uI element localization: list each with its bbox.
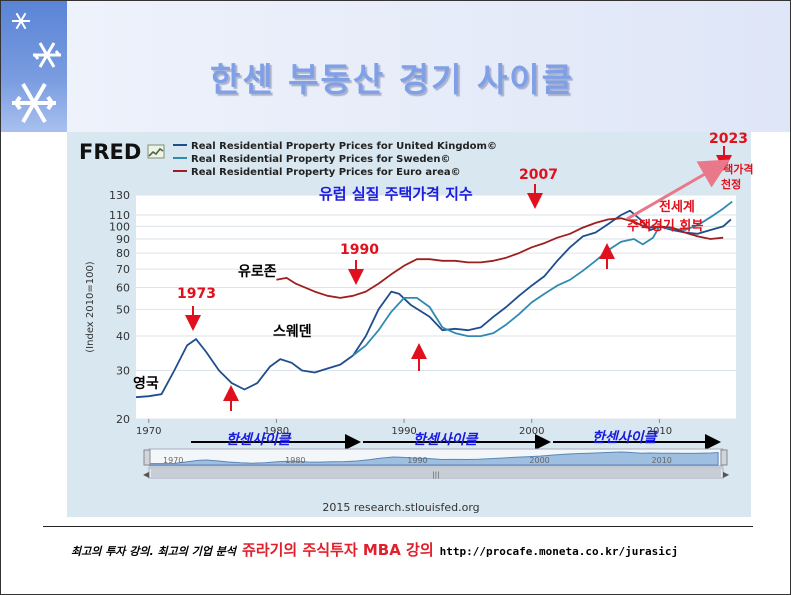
cycle-label-3: 한센사이클 (592, 430, 659, 446)
chart-source: 2015 research.stlouisfed.org (322, 501, 479, 514)
y-axis-label: (Index 2010=100) (85, 261, 96, 353)
slide-title: 한센 부동산 경기 사이클 (209, 60, 575, 99)
cycle-label-1: 한센사이클 (226, 432, 293, 448)
scrollbar-grip-icon: ||| (432, 471, 439, 479)
snowflake-icon (33, 42, 61, 68)
footer-brand: 쥬라기의 주식투자 MBA 강의 (242, 541, 434, 559)
navigator-tick-label: 1970 (163, 456, 183, 465)
x-tick-label: 1990 (391, 426, 416, 437)
footer-divider (43, 526, 753, 527)
footer-url[interactable]: http://procafe.moneta.co.kr/jurasicj (439, 545, 679, 558)
y-tick-label: 60 (116, 282, 130, 295)
annotation-2007: 2007 (519, 167, 558, 183)
legend: Real Residential Property Prices for Uni… (173, 141, 497, 178)
annotation-2023: 2023 (709, 131, 748, 147)
annotation-peak-2: 천정 (721, 177, 741, 191)
y-tick-label: 90 (116, 233, 130, 246)
snowflake-icon (12, 12, 30, 30)
x-tick-label: 2000 (519, 426, 544, 437)
navigator-scrollbar-thumb[interactable] (151, 469, 721, 477)
snowflake-icon (12, 82, 56, 124)
y-tick-label: 40 (116, 330, 130, 343)
title-band (67, 1, 790, 132)
navigator-right-handle[interactable] (720, 449, 728, 466)
series-line (276, 217, 724, 299)
x-tick-label: 1970 (136, 426, 161, 437)
navigator-tick-label: 1980 (285, 456, 305, 465)
legend-entry: Real Residential Property Prices for Swe… (191, 154, 450, 165)
arrow-trend-2023 (626, 159, 730, 221)
series-lines (135, 200, 733, 399)
series-line (352, 200, 733, 357)
y-tick-label: 30 (116, 364, 130, 377)
y-tick-label: 70 (116, 263, 130, 276)
grid (136, 194, 736, 420)
annotation-1990: 1990 (340, 242, 379, 258)
navigator-tick-label: 2010 (652, 456, 672, 465)
x-tick-label: 2010 (647, 426, 672, 437)
navigator-left-handle[interactable] (143, 449, 151, 466)
footer-tagline: 최고의 투자 강의. 최고의 기업 분석 (71, 545, 237, 558)
cycle-label-2: 한센사이클 (413, 432, 480, 448)
y-tick-label: 80 (116, 247, 130, 260)
series-line (135, 209, 732, 399)
snowflake-panel (1, 1, 67, 132)
x-tick-label: 1980 (264, 426, 289, 437)
navigator-ticks: 1970 1980 1990 2000 2010 (163, 456, 672, 465)
annotation-subtitle: 유럽 실질 주택가격 지수 (319, 185, 473, 203)
annotation-recovery-1: 전세계 (659, 199, 695, 215)
navigator-tick-label: 1990 (407, 456, 427, 465)
footer: 최고의 투자 강의. 최고의 기업 분석 쥬라기의 주식투자 MBA 강의 http… (71, 539, 771, 560)
y-tick-label: 50 (116, 303, 130, 316)
snowflake-icons (12, 12, 61, 124)
fred-logo: FRED (79, 140, 141, 164)
legend-entry: Real Residential Property Prices for Eur… (191, 167, 461, 178)
annotation-1973: 1973 (177, 286, 216, 302)
annotation-euro: 유로존 (238, 264, 277, 280)
annotation-peak-1: 주택가격 (713, 162, 753, 176)
navigator-tick-label: 2000 (529, 456, 549, 465)
annotation-sweden: 스웨덴 (273, 324, 312, 340)
plot-area (136, 195, 736, 419)
annotation-uk: 영국 (133, 375, 159, 392)
y-tick-label: 20 (116, 413, 130, 426)
navigator-area (148, 451, 719, 466)
y-tick-label: 100 (109, 220, 130, 233)
scroll-right-icon[interactable]: ▶ (723, 470, 730, 479)
y-tick-label: 110 (109, 209, 130, 222)
x-axis-ticks: 1970 1980 1990 2000 2010 (136, 419, 672, 437)
y-tick-label: 130 (109, 189, 130, 202)
scroll-left-icon[interactable]: ◀ (143, 470, 150, 479)
annotation-recovery-2: 주택경기 회복 (627, 218, 703, 234)
fred-logo-icon (147, 144, 165, 159)
legend-entry: Real Residential Property Prices for Uni… (191, 141, 497, 152)
